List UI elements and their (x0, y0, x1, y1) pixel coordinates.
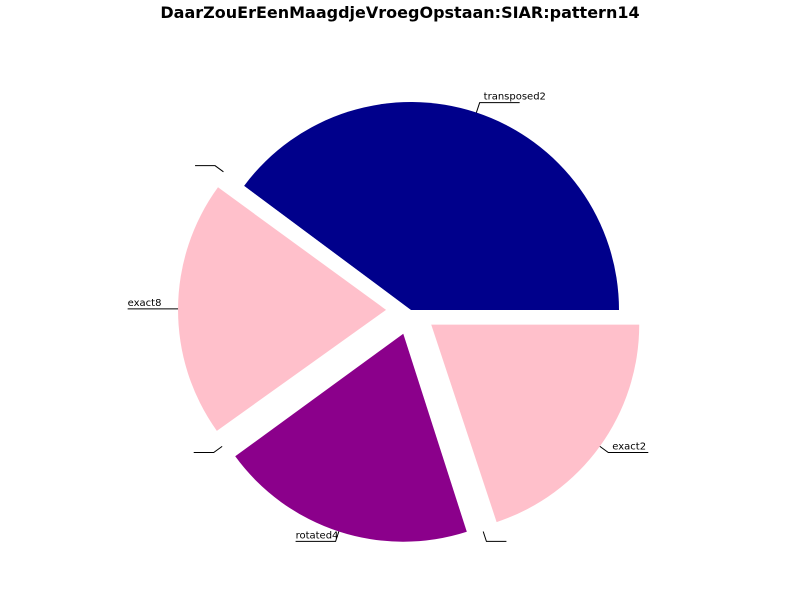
slice-label-rotated4: rotated4 (296, 530, 339, 541)
pie-slice-transposed2 (244, 101, 619, 310)
leader-line-exact2 (599, 445, 649, 453)
leader-line-gap-5 (482, 531, 507, 542)
leader-line-transposed2 (475, 102, 520, 113)
slice-label-exact8: exact8 (128, 298, 162, 309)
leader-line-rotated4 (295, 531, 340, 542)
slice-label-exact2: exact2 (612, 441, 646, 452)
pie-slice-exact8 (178, 187, 387, 431)
chart-title: DaarZouErEenMaagdjeVroegOpstaan:SIAR:pat… (160, 3, 640, 22)
pie-slice-gap-5 (418, 333, 485, 532)
pie-slice-exact2 (431, 324, 640, 523)
pie-slice-gap-3 (221, 324, 391, 448)
leader-line-gap-1 (195, 165, 224, 173)
leader-line-gap-3 (193, 445, 223, 453)
pie-slice-gap-1 (222, 171, 391, 296)
slice-label-transposed2: transposed2 (484, 92, 546, 103)
pie-slice-rotated4 (235, 333, 467, 542)
